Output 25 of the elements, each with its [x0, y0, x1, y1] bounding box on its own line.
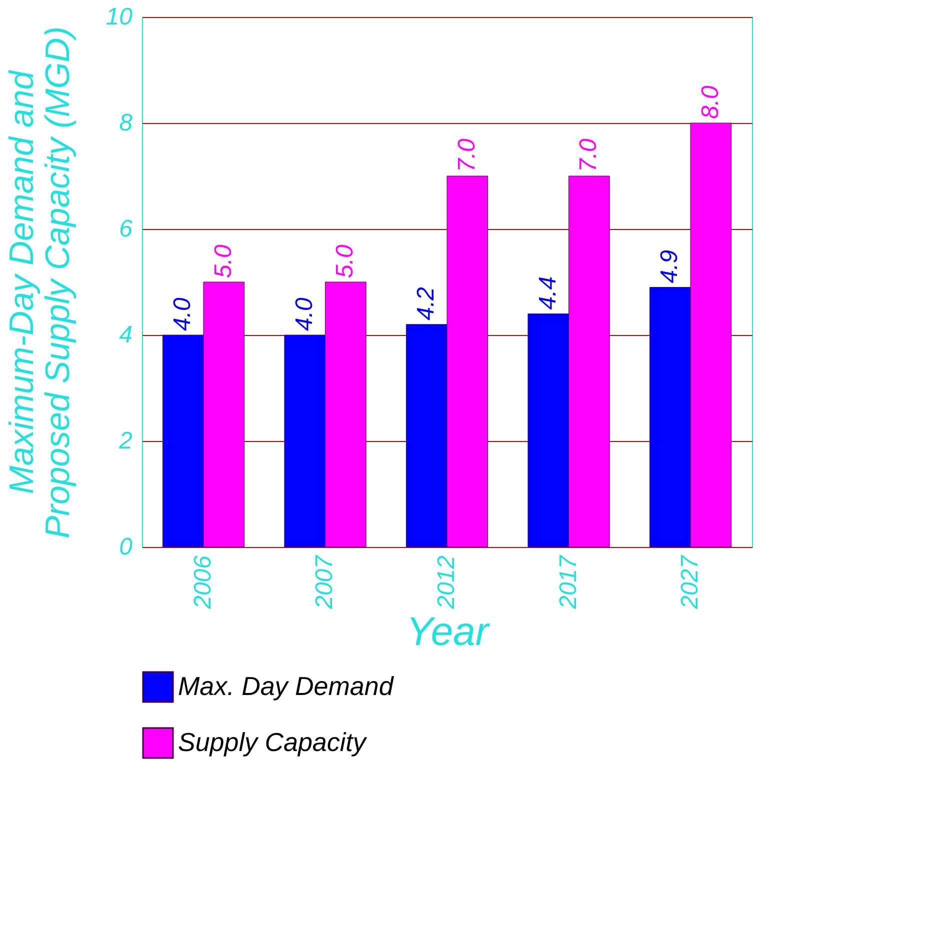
x-tick-label: 2007: [311, 554, 338, 610]
y-axis-title: Maximum-Day Demand and Proposed Supply Capacity (MGD): [2, 26, 77, 539]
x-tick-label: 2017: [554, 554, 582, 610]
data-label: 4.0: [169, 296, 196, 331]
x-tick-label: 2012: [433, 556, 460, 610]
data-label: 4.2: [412, 287, 440, 320]
data-label: 7.0: [575, 138, 602, 172]
x-tick-label: 2006: [189, 554, 216, 610]
legend-label: Supply Capacity: [178, 727, 368, 757]
y-tick-label: 10: [106, 4, 134, 30]
data-label: 7.0: [453, 138, 480, 172]
legend-label: Max. Day Demand: [178, 671, 395, 701]
data-label: 4.0: [290, 296, 318, 331]
data-label: 5.0: [210, 244, 237, 278]
x-axis-title: Year: [406, 610, 490, 654]
data-label: 8.0: [696, 84, 724, 119]
y-tick-label: 4: [119, 322, 132, 348]
y-tick-label: 2: [118, 428, 132, 454]
y-tick-label: 0: [119, 534, 134, 560]
data-label: 4.4: [534, 276, 562, 310]
data-label: 5.0: [332, 244, 359, 278]
y-tick-label: 6: [119, 216, 134, 242]
y-tick-label: 8: [119, 110, 134, 136]
data-label: 4.9: [656, 250, 684, 284]
x-tick-label: 2027: [676, 554, 704, 610]
